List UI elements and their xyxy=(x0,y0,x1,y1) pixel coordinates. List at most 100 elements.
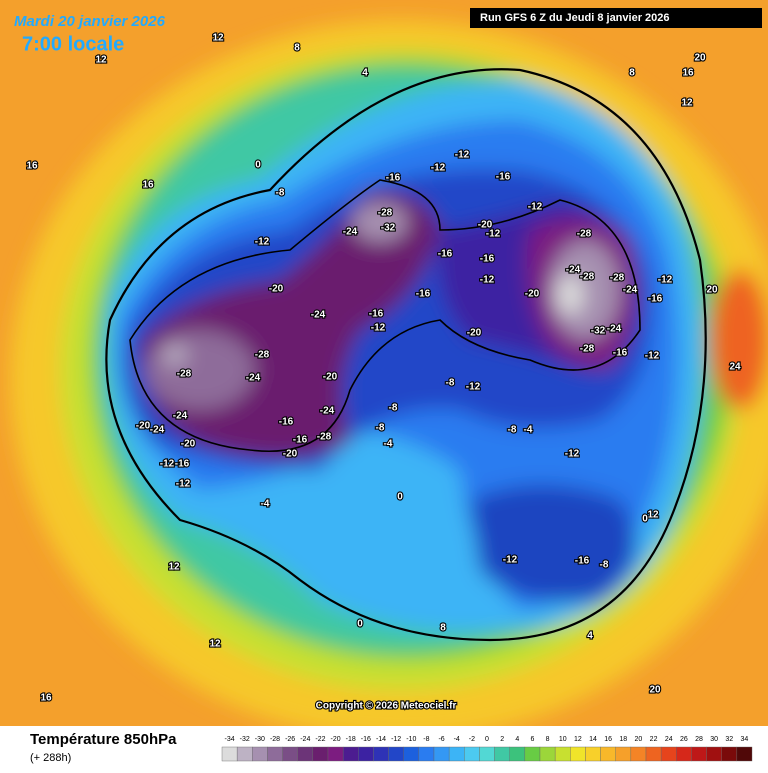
map-label: -16 xyxy=(175,459,190,470)
map-label: -16 xyxy=(496,172,511,183)
map-label: -8 xyxy=(600,560,609,571)
map-label: -20 xyxy=(525,289,540,300)
map-label: -16 xyxy=(438,249,453,260)
map-label: 8 xyxy=(629,68,635,79)
map-label: -12 xyxy=(431,163,446,174)
colorbar-swatch xyxy=(267,746,283,762)
map-label: -28 xyxy=(317,432,332,443)
colorbar-swatch xyxy=(524,746,541,762)
colorbar-swatch xyxy=(448,746,465,762)
map-label: -12 xyxy=(658,275,673,286)
map-label: -20 xyxy=(136,421,151,432)
colorbar-swatch xyxy=(282,746,298,762)
map-label: 20 xyxy=(706,285,718,296)
colorbar-label: 4 xyxy=(515,736,519,743)
colorbar-label: -26 xyxy=(285,736,295,743)
colorbar-swatch xyxy=(403,746,420,762)
map-label: 8 xyxy=(294,43,300,54)
colorbar-swatch xyxy=(615,746,632,762)
map-label: -32 xyxy=(591,326,606,337)
map-label: 12 xyxy=(209,639,221,650)
copyright: Copyright © 2026 Meteociel.fr xyxy=(316,701,457,712)
map-label: -12 xyxy=(371,323,386,334)
colorbar-label: 20 xyxy=(635,736,643,743)
colorbar-label: 18 xyxy=(619,736,627,743)
map-label: 12 xyxy=(168,562,180,573)
map-label: 0 xyxy=(255,160,261,171)
colorbar-label: -4 xyxy=(454,736,460,743)
map-label: 20 xyxy=(649,685,661,696)
map-label: -32 xyxy=(381,223,396,234)
map-label: -24 xyxy=(150,425,165,436)
map-label: -12 xyxy=(503,555,518,566)
map-label: -20 xyxy=(181,439,196,450)
map-label: 0 xyxy=(397,492,403,503)
map-label: -28 xyxy=(580,344,595,355)
colorbar-swatch xyxy=(630,746,647,762)
colorbar-label: 24 xyxy=(665,736,673,743)
colorbar-label: -20 xyxy=(331,736,341,743)
colorbar-swatch xyxy=(539,746,556,762)
map-label: -8 xyxy=(376,423,385,434)
map-label: 12 xyxy=(212,33,224,44)
footer-title: Température 850hPa xyxy=(30,731,177,748)
colorbar-label: 32 xyxy=(725,736,733,743)
map-time: 7:00 locale xyxy=(22,33,124,55)
map-label: 12 xyxy=(681,98,693,109)
map-label: 4 xyxy=(587,631,593,642)
map-label: -12 xyxy=(255,237,270,248)
map-label: -28 xyxy=(378,208,393,219)
colorbar-label: 28 xyxy=(695,736,703,743)
map-label: -16 xyxy=(416,289,431,300)
colorbar: -34 -32 -30 -28 -26 -24 -22 -20 -18 -16 -14 -12 -10-… xyxy=(221,736,753,762)
map-label: -24 xyxy=(311,310,326,321)
colorbar-swatch xyxy=(676,746,692,762)
temperature-field xyxy=(0,0,768,726)
map-labels: -28 -32 -24 -16 -12 -12 -16 -20 -12 -12 -16 -16 -12 -… xyxy=(25,32,742,705)
colorbar-swatch xyxy=(373,746,389,762)
map-label: -20 xyxy=(269,284,284,295)
colorbar-label: -22 xyxy=(315,736,325,743)
map-label: -24 xyxy=(173,411,188,422)
colorbar-label: -16 xyxy=(361,736,371,743)
map-label: 8 xyxy=(440,623,446,634)
colorbar-label: 8 xyxy=(546,736,550,743)
map-label: 0 xyxy=(642,514,648,525)
map-label: -16 xyxy=(386,173,401,184)
map-label: 0 xyxy=(357,619,363,630)
colorbar-label: 16 xyxy=(604,736,612,743)
colorbar-swatch xyxy=(433,746,450,762)
colorbar-label: -6 xyxy=(438,736,444,743)
map-label: 16 xyxy=(26,161,38,172)
map-label: -16 xyxy=(575,556,590,567)
colorbar-swatch xyxy=(660,746,677,762)
map-label: 16 xyxy=(40,693,52,704)
colorbar-label: -24 xyxy=(300,736,310,743)
colorbar-label: -8 xyxy=(423,736,429,743)
colorbar-swatch xyxy=(736,746,753,762)
colorbar-label: -18 xyxy=(346,736,356,743)
map-label: -16 xyxy=(279,417,294,428)
colorbar-swatch xyxy=(327,746,344,762)
map-label: -28 xyxy=(177,369,192,380)
map-label: 12 xyxy=(95,55,107,66)
map-label: -24 xyxy=(566,265,581,276)
colorbar-label: -32 xyxy=(240,736,250,743)
map-label: -20 xyxy=(323,372,338,383)
colorbar-swatch xyxy=(600,746,616,762)
colorbar-label: 0 xyxy=(485,736,489,743)
colorbar-swatch xyxy=(509,746,526,762)
colorbar-label: -14 xyxy=(376,736,386,743)
colorbar-label: 14 xyxy=(589,736,597,743)
colorbar-label: 22 xyxy=(650,736,658,743)
colorbar-swatch xyxy=(418,746,435,762)
map-label: -16 xyxy=(369,309,384,320)
map-label: -12 xyxy=(565,449,580,460)
colorbar-swatch xyxy=(585,746,601,762)
colorbar-swatch xyxy=(464,746,480,762)
map-label: -16 xyxy=(293,435,308,446)
footer-lead: (+ 288h) xyxy=(30,752,71,764)
colorbar-label: 30 xyxy=(710,736,718,743)
map-label: -12 xyxy=(528,202,543,213)
